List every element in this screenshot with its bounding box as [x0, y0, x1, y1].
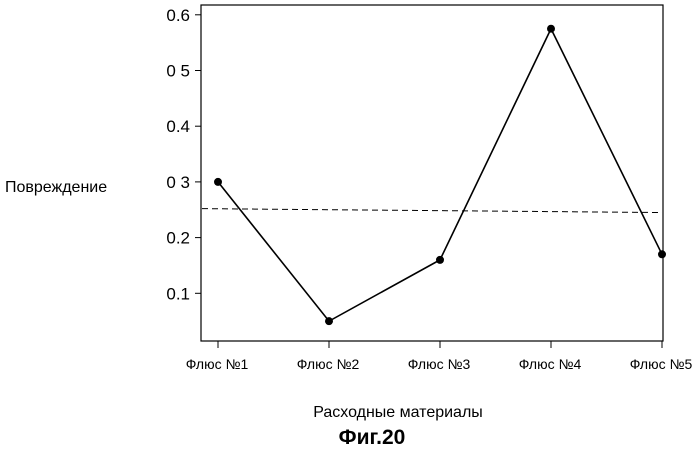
data-point — [658, 250, 666, 258]
data-point — [547, 25, 555, 33]
y-tick-label: 0 5 — [166, 62, 190, 81]
y-tick-label: 0.6 — [166, 6, 190, 25]
y-tick-label: 0.2 — [166, 229, 190, 248]
y-tick-label: 0.4 — [166, 117, 190, 136]
y-tick-label: 0 3 — [166, 173, 190, 192]
y-axis-label: Повреждение — [5, 179, 107, 196]
y-tick-label: 0.1 — [166, 284, 190, 303]
x-tick-label: Флюс №2 — [297, 356, 360, 372]
x-axis-ticks: Флюс №1 Флюс №2 Флюс №3 Флюс №4 Флюс №5 — [186, 341, 693, 372]
data-point — [214, 178, 222, 186]
data-point — [325, 317, 333, 325]
data-points — [214, 25, 666, 325]
figure-caption: Фиг.20 — [339, 426, 406, 449]
plot-frame — [201, 5, 663, 341]
x-tick-label: Флюс №3 — [408, 356, 471, 372]
reference-dashed-line — [202, 209, 662, 213]
x-tick-label: Флюс №4 — [519, 356, 582, 372]
y-axis-ticks: 0.1 0.2 0 3 0.4 0 5 0.6 — [166, 6, 201, 304]
data-point — [436, 256, 444, 264]
x-tick-label: Флюс №5 — [630, 356, 693, 372]
x-tick-label: Флюс №1 — [186, 356, 249, 372]
x-axis-label: Расходные материалы — [313, 404, 483, 421]
series-line — [218, 29, 662, 321]
